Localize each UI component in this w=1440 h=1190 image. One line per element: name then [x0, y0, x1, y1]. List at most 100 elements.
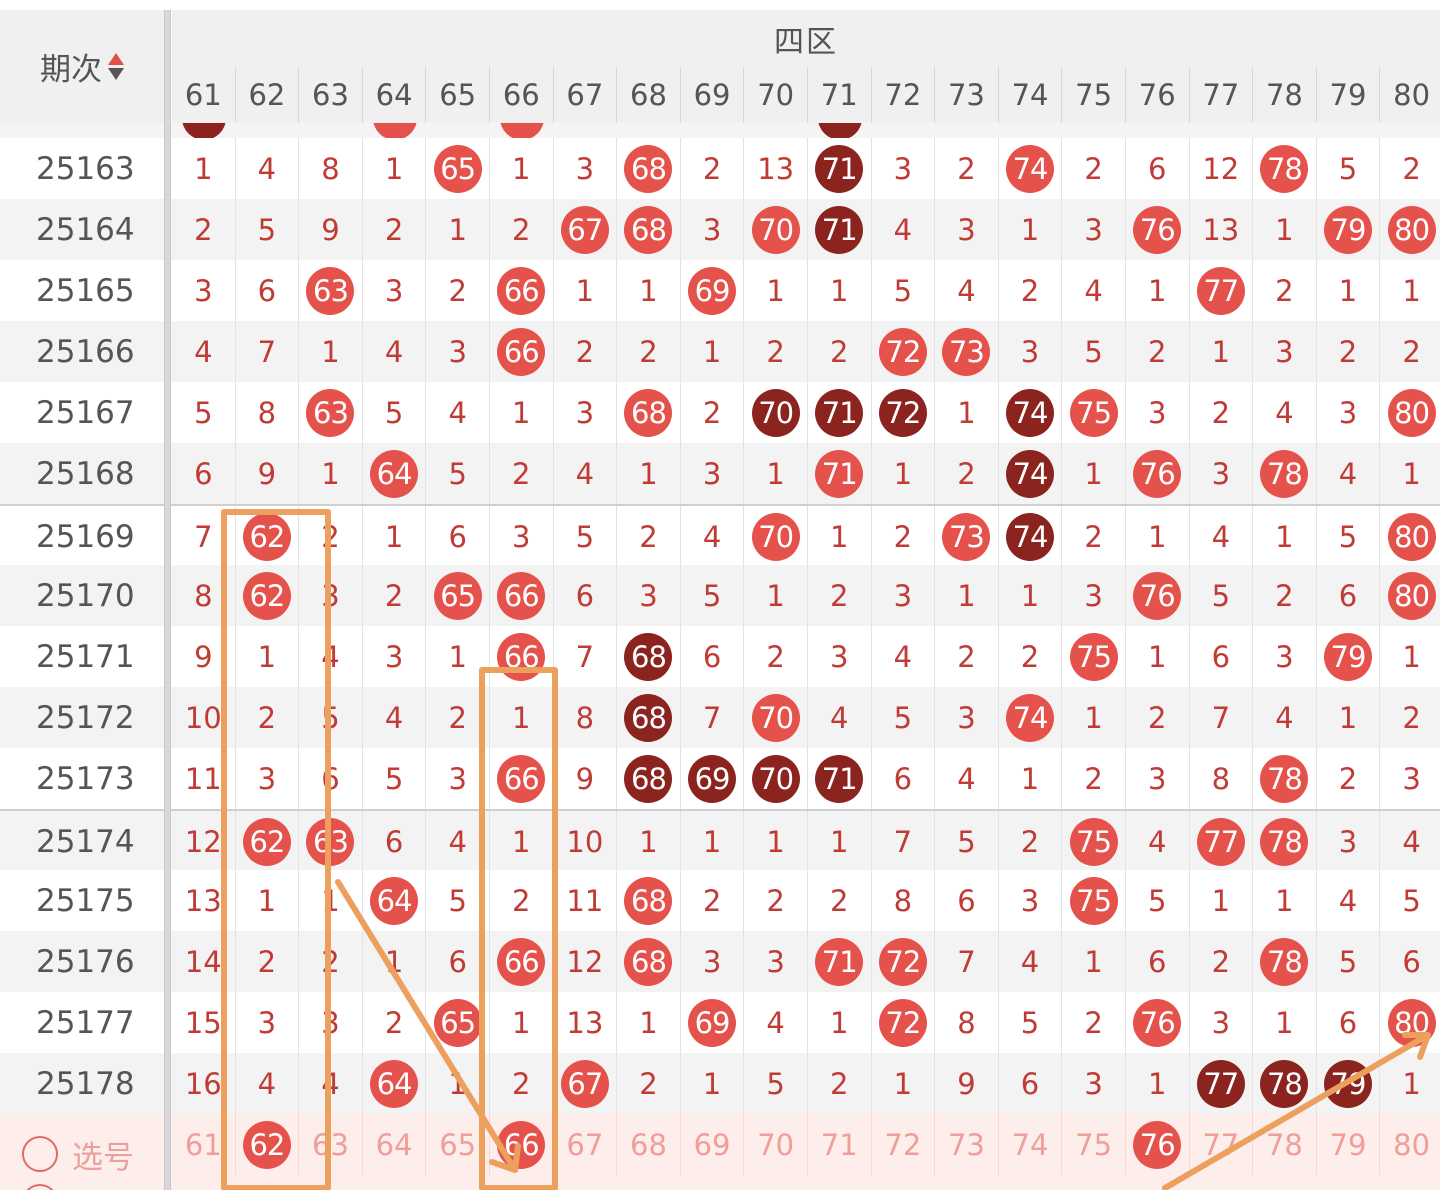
miss-count-cell-72: 1 [872, 1053, 936, 1114]
miss-count-cell-70: 4 [744, 992, 808, 1053]
miss-count-cell-74: 2 [999, 811, 1063, 872]
table-row: 25175 13 1 1 64 5 2 11 68 2 2 2 8 6 3 75 5 1 1 4 5 [0, 870, 1440, 931]
period-number: 25173 [36, 760, 135, 797]
selected-pick-66[interactable]: 66 [490, 1114, 554, 1175]
pick-number-64[interactable]: 64 [363, 1114, 427, 1175]
pick-number-78[interactable]: 78 [1253, 1114, 1317, 1175]
miss-count-cell-72: 4 [872, 199, 936, 260]
hit-cell-79: 79 [1317, 1053, 1381, 1114]
miss-count-cell-80: 1 [1380, 260, 1440, 321]
column-header-79: 79 [1316, 67, 1381, 123]
miss-count-cell-63: 9 [299, 199, 363, 260]
miss-count-cell-72: 6 [872, 748, 936, 809]
drawn-number-ball: 65 [433, 998, 482, 1047]
pick-row-label-group[interactable]: 选号 [0, 1114, 164, 1190]
period-column-header[interactable]: 期次 [0, 10, 164, 125]
hit-cell-70: 70 [744, 199, 808, 260]
pick-number-61[interactable]: 61 [172, 1114, 236, 1175]
hit-cell-71: 71 [808, 138, 872, 199]
drawn-number-ball: 71 [815, 388, 864, 437]
table-row: 25168 6 9 1 64 5 2 4 1 3 1 71 1 2 74 1 76 3 78 4 1 [0, 443, 1440, 504]
miss-count-cell-77: 6 [1190, 626, 1254, 687]
miss-count-cell-62: 3 [236, 748, 300, 809]
hit-cell-70: 70 [744, 687, 808, 748]
miss-count-cell-74: 1 [999, 748, 1063, 809]
miss-count-cell-62: 3 [236, 992, 300, 1053]
peek-ball [499, 123, 544, 138]
drawn-number-ball: 78 [1260, 937, 1309, 986]
pick-number-65[interactable]: 65 [426, 1114, 490, 1175]
drawn-number-ball: 77 [1196, 1059, 1245, 1108]
miss-count-cell-73: 4 [935, 260, 999, 321]
hit-cell-70: 70 [744, 506, 808, 567]
miss-count-cell-67: 3 [554, 382, 618, 443]
hit-cell-71: 71 [808, 443, 872, 504]
drawn-number-ball: 76 [1133, 571, 1182, 620]
miss-count-cell-62: 9 [236, 443, 300, 504]
miss-count-cell-77: 5 [1190, 565, 1254, 626]
miss-count-cell-64: 5 [363, 382, 427, 443]
drawn-number-ball: 70 [751, 388, 800, 437]
miss-count-cell-64: 3 [363, 260, 427, 321]
column-header-74: 74 [998, 67, 1063, 123]
miss-count-cell-75: 2 [1062, 506, 1126, 567]
hit-cell-76: 76 [1126, 199, 1190, 260]
drawn-number-ball: 76 [1133, 998, 1182, 1047]
selected-pick-76[interactable]: 76 [1126, 1114, 1190, 1175]
pick-number-72[interactable]: 72 [872, 1114, 936, 1175]
pick-number-63[interactable]: 63 [299, 1114, 363, 1175]
miss-count-cell-73: 7 [935, 931, 999, 992]
pick-number-68[interactable]: 68 [617, 1114, 681, 1175]
pick-number-80[interactable]: 80 [1380, 1114, 1440, 1175]
miss-count-cell-63: 3 [299, 992, 363, 1053]
miss-count-cell-77: 7 [1190, 687, 1254, 748]
miss-count-cell-74: 6 [999, 1053, 1063, 1114]
pick-number-70[interactable]: 70 [744, 1114, 808, 1175]
drawn-number-ball: 74 [1006, 144, 1055, 193]
miss-count-cell-78: 1 [1253, 506, 1317, 567]
hit-cell-65: 65 [426, 565, 490, 626]
selected-pick-62[interactable]: 62 [236, 1114, 300, 1175]
miss-count-cell-74: 2 [999, 626, 1063, 687]
pick-number-73[interactable]: 73 [935, 1114, 999, 1175]
hit-cell-68: 68 [617, 138, 681, 199]
pick-number-69[interactable]: 69 [681, 1114, 745, 1175]
hit-cell-69: 69 [681, 748, 745, 809]
sort-up-down-icon[interactable] [108, 53, 124, 80]
drawn-number-ball: 62 [242, 817, 291, 866]
pick-number-71[interactable]: 71 [808, 1114, 872, 1175]
hit-cell-64: 64 [363, 443, 427, 504]
drawn-number-ball: 79 [1323, 205, 1372, 254]
hit-cell-75: 75 [1062, 870, 1126, 931]
pick-number-75[interactable]: 75 [1062, 1114, 1126, 1175]
miss-count-cell-68: 1 [617, 992, 681, 1053]
hit-cell-78: 78 [1253, 443, 1317, 504]
drawn-number-ball: 80 [1387, 205, 1436, 254]
miss-count-cell-61: 15 [172, 992, 236, 1053]
drawn-number-ball: 80 [1387, 388, 1436, 437]
miss-count-cell-78: 2 [1253, 260, 1317, 321]
miss-count-cell-73: 9 [935, 1053, 999, 1114]
miss-count-cell-71: 1 [808, 506, 872, 567]
miss-count-cell-66: 2 [490, 870, 554, 931]
column-header-69: 69 [680, 67, 745, 123]
miss-count-cell-70: 3 [744, 931, 808, 992]
hit-cell-68: 68 [617, 199, 681, 260]
drawn-number-ball: 72 [878, 937, 927, 986]
pick-number-79[interactable]: 79 [1317, 1114, 1381, 1175]
miss-count-cell-71: 4 [808, 687, 872, 748]
miss-count-cell-79: 3 [1317, 811, 1381, 872]
hit-cell-66: 66 [490, 626, 554, 687]
pick-number-77[interactable]: 77 [1190, 1114, 1254, 1175]
drawn-number-ball: 74 [1006, 449, 1055, 498]
radio-empty-icon[interactable] [22, 1136, 58, 1172]
miss-count-cell-67: 9 [554, 748, 618, 809]
pick-number-74[interactable]: 74 [999, 1114, 1063, 1175]
hit-cell-68: 68 [617, 687, 681, 748]
pick-row-label: 选号 [72, 1139, 134, 1176]
hit-cell-74: 74 [999, 687, 1063, 748]
miss-count-cell-62: 1 [236, 626, 300, 687]
pick-number-67[interactable]: 67 [554, 1114, 618, 1175]
table-row: 25171 9 1 4 3 1 66 7 68 6 2 3 4 2 2 75 1 6 3 79 1 [0, 626, 1440, 687]
miss-count-cell-65: 4 [426, 382, 490, 443]
